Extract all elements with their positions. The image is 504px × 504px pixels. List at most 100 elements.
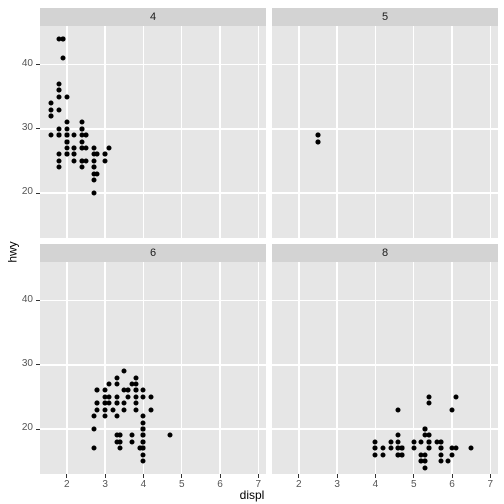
- data-point: [91, 146, 96, 151]
- data-point: [118, 439, 123, 444]
- data-point: [469, 446, 474, 451]
- data-point: [114, 401, 119, 406]
- data-point: [103, 414, 108, 419]
- data-point: [103, 394, 108, 399]
- y-axis-label: hwy: [6, 241, 20, 262]
- data-point: [49, 107, 54, 112]
- data-point: [423, 465, 428, 470]
- data-point: [381, 446, 386, 451]
- data-point: [64, 139, 69, 144]
- data-point: [419, 459, 424, 464]
- data-point: [95, 407, 100, 412]
- x-tick-label: 3: [102, 479, 108, 490]
- data-point: [118, 433, 123, 438]
- facet-5: 5: [272, 8, 498, 238]
- data-point: [149, 407, 154, 412]
- data-point: [64, 133, 69, 138]
- data-point: [49, 113, 54, 118]
- data-point: [103, 158, 108, 163]
- data-point: [57, 126, 62, 131]
- data-point: [438, 446, 443, 451]
- x-tick-label: 2: [296, 479, 302, 490]
- data-point: [168, 433, 173, 438]
- data-point: [453, 446, 458, 451]
- data-point: [106, 382, 111, 387]
- data-point: [133, 394, 138, 399]
- y-tick-label: 30: [0, 358, 33, 369]
- data-point: [72, 133, 77, 138]
- data-point: [400, 452, 405, 457]
- y-tick-label: 40: [0, 58, 33, 69]
- x-tick-label: 4: [141, 479, 147, 490]
- data-point: [103, 152, 108, 157]
- y-tick-label: 20: [0, 186, 33, 197]
- data-point: [91, 178, 96, 183]
- data-point: [450, 407, 455, 412]
- data-point: [423, 427, 428, 432]
- data-point: [133, 375, 138, 380]
- data-point: [103, 388, 108, 393]
- data-point: [72, 158, 77, 163]
- data-point: [91, 158, 96, 163]
- data-point: [49, 101, 54, 106]
- data-point: [427, 394, 432, 399]
- data-point: [49, 133, 54, 138]
- data-point: [133, 388, 138, 393]
- data-point: [373, 452, 378, 457]
- facet-chart: hwy displ 4203040562030402345678234567: [0, 0, 504, 504]
- x-tick-label: 5: [411, 479, 417, 490]
- data-point: [72, 152, 77, 157]
- data-point: [396, 439, 401, 444]
- data-point: [64, 152, 69, 157]
- data-point: [122, 401, 127, 406]
- data-point: [438, 459, 443, 464]
- data-point: [133, 401, 138, 406]
- x-tick-label: 7: [488, 479, 494, 490]
- x-tick-label: 3: [334, 479, 340, 490]
- data-point: [64, 126, 69, 131]
- data-point: [423, 452, 428, 457]
- data-point: [427, 446, 432, 451]
- data-point: [57, 152, 62, 157]
- data-point: [427, 433, 432, 438]
- data-point: [141, 394, 146, 399]
- data-point: [64, 146, 69, 151]
- x-tick-label: 5: [179, 479, 185, 490]
- data-point: [57, 88, 62, 93]
- data-point: [453, 394, 458, 399]
- facet-strip: 6: [40, 244, 266, 262]
- data-point: [149, 394, 154, 399]
- data-point: [446, 459, 451, 464]
- data-point: [95, 388, 100, 393]
- data-point: [83, 158, 88, 163]
- data-point: [141, 439, 146, 444]
- data-point: [133, 407, 138, 412]
- data-point: [57, 36, 62, 41]
- data-point: [141, 420, 146, 425]
- facet-strip: 8: [272, 244, 498, 262]
- facet-4: 4: [40, 8, 266, 238]
- data-point: [57, 158, 62, 163]
- data-point: [122, 369, 127, 374]
- data-point: [57, 165, 62, 170]
- data-point: [64, 94, 69, 99]
- data-point: [126, 388, 131, 393]
- facet-panel: [40, 262, 266, 474]
- data-point: [95, 401, 100, 406]
- facet-strip: 5: [272, 8, 498, 26]
- data-point: [110, 407, 115, 412]
- data-point: [57, 94, 62, 99]
- facet-8: 8: [272, 244, 498, 474]
- data-point: [141, 433, 146, 438]
- data-point: [91, 427, 96, 432]
- data-point: [427, 439, 432, 444]
- data-point: [450, 452, 455, 457]
- data-point: [103, 401, 108, 406]
- facet-strip: 4: [40, 8, 266, 26]
- data-point: [114, 394, 119, 399]
- y-tick-label: 30: [0, 122, 33, 133]
- data-point: [434, 439, 439, 444]
- facet-panel: [272, 26, 498, 238]
- x-tick-label: 7: [256, 479, 262, 490]
- data-point: [388, 439, 393, 444]
